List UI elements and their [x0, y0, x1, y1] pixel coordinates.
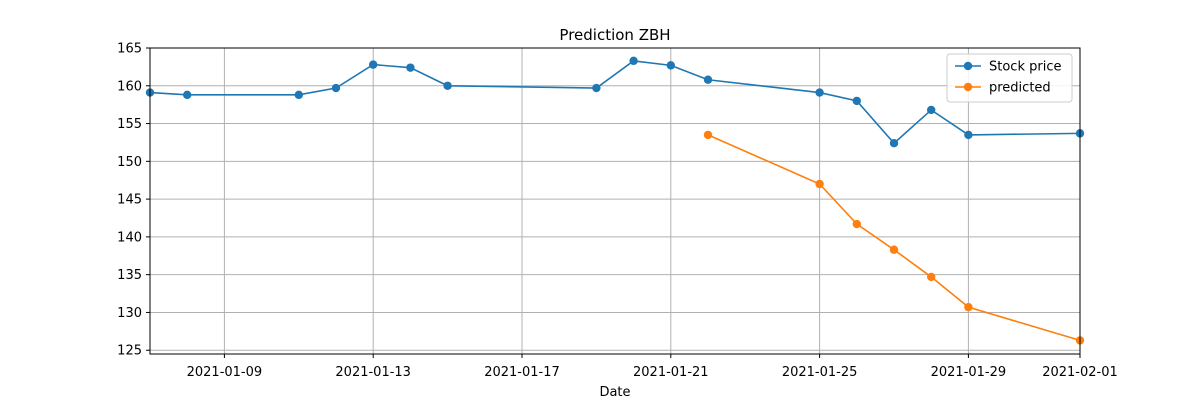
data-point — [852, 219, 861, 229]
data-point — [443, 81, 452, 90]
y-axis: 125 130 135 140 145 150 155 160 165 — [117, 42, 150, 359]
data-point — [852, 96, 861, 106]
series-line — [149, 60, 1081, 145]
plot-frame — [149, 47, 1081, 355]
x-tick-label: 2021-01-17 — [484, 365, 560, 380]
chart-title: Prediction ZBH — [559, 26, 670, 44]
plot-area — [145, 56, 1085, 345]
series-predicted — [703, 130, 1085, 345]
legend-label: predicted — [989, 81, 1051, 96]
y-tick-label: 150 — [117, 155, 142, 170]
y-tick-label: 155 — [117, 117, 142, 132]
data-point — [815, 88, 824, 97]
legend-label: Stock price — [989, 60, 1061, 75]
legend: Stock price predicted — [946, 53, 1073, 103]
x-tick-label: 2021-01-21 — [633, 365, 709, 380]
data-point — [331, 83, 341, 93]
data-point — [889, 245, 899, 254]
data-point — [406, 63, 415, 72]
data-point — [927, 272, 936, 282]
data-point — [294, 90, 303, 100]
data-point — [666, 61, 675, 70]
data-point — [369, 60, 378, 69]
x-tick-label: 2021-01-13 — [335, 365, 411, 380]
y-tick-label: 130 — [117, 306, 142, 321]
y-tick-label: 145 — [117, 193, 142, 208]
y-tick-label: 135 — [117, 268, 142, 283]
x-axis-label: Date — [599, 385, 630, 400]
data-point — [592, 83, 601, 93]
data-point — [703, 75, 713, 84]
x-tick-label: 2021-02-01 — [1042, 365, 1118, 380]
x-tick-label: 2021-01-25 — [782, 365, 858, 380]
series-stock-price — [145, 56, 1085, 148]
series-line — [707, 134, 1081, 342]
legend-marker — [963, 61, 973, 71]
y-tick-label: 140 — [117, 230, 142, 245]
data-point — [964, 130, 973, 140]
x-axis: 2021-01-09 2021-01-13 2021-01-17 2021-01-21… — [187, 354, 1118, 380]
legend-item: Stock price — [955, 60, 1061, 75]
data-point — [964, 302, 973, 312]
data-point — [629, 56, 638, 66]
data-point — [703, 130, 713, 140]
data-point — [183, 90, 192, 100]
grid — [150, 47, 1081, 354]
data-point — [815, 179, 824, 189]
data-point — [927, 105, 936, 115]
y-tick-label: 165 — [117, 42, 142, 57]
data-point — [889, 139, 899, 148]
y-tick-label: 125 — [117, 344, 142, 359]
legend-marker — [963, 82, 973, 92]
legend-item: predicted — [955, 81, 1051, 96]
y-tick-label: 160 — [117, 79, 142, 94]
x-tick-label: 2021-01-09 — [187, 365, 263, 380]
x-tick-label: 2021-01-29 — [931, 365, 1007, 380]
